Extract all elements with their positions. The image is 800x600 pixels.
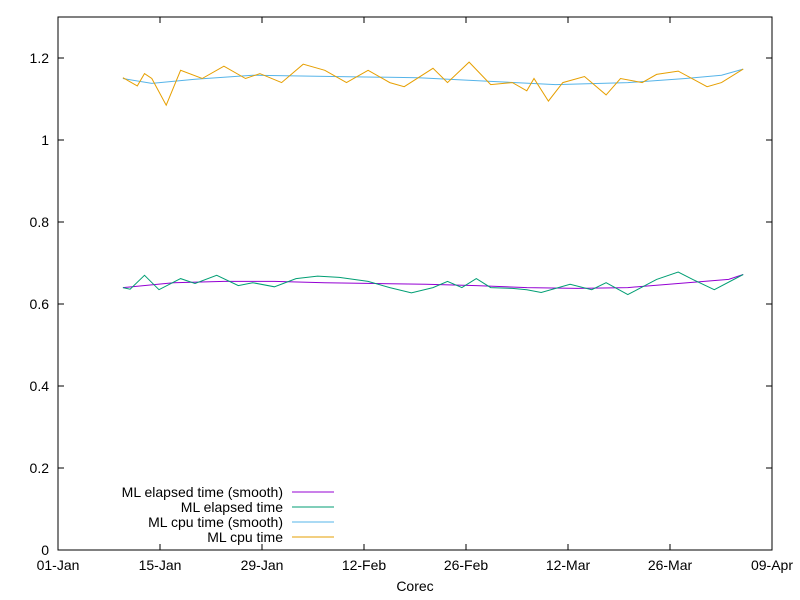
legend-label-ml-cpu-time: ML cpu time [207,529,283,545]
series-line-ml-elapsed-time-smooth [122,274,744,289]
legend: ML elapsed time (smooth)ML elapsed timeM… [122,484,334,545]
x-tick-label: 26-Mar [648,557,693,573]
x-tick-label: 01-Jan [37,557,80,573]
x-tick-label: 12-Mar [546,557,591,573]
ticks-layer: 01-Jan 15-Jan 29-Jan 12-Feb 26-Feb 12-Mar 26-M… [30,17,793,573]
x-tick-label: 12-Feb [342,557,387,573]
legend-label-ml-elapsed-time-smooth: ML elapsed time (smooth) [122,484,283,500]
x-tick-label: 09-Apr [751,557,793,573]
series-line-ml-cpu-time [122,61,744,107]
series-layer [122,61,744,296]
legend-label-ml-elapsed-time: ML elapsed time [181,499,283,515]
x-tick-label: 29-Jan [241,557,284,573]
y-tick-label: 0 [41,542,49,558]
x-tick-label: 26-Feb [444,557,489,573]
y-tick-label: 1 [41,132,49,148]
y-tick-label: 1.2 [30,50,50,66]
y-tick-label: 0.4 [30,378,50,394]
y-tick-label: 0.6 [30,296,50,312]
x-tick-label: 15-Jan [139,557,182,573]
plot-frame [57,16,773,551]
x-axis-title: Corec [396,578,433,594]
legend-label-ml-cpu-time-smooth: ML cpu time (smooth) [148,514,283,530]
y-tick-label: 0.2 [30,460,50,476]
y-tick-label: 0.8 [30,214,50,230]
series-line-ml-elapsed-time [122,271,744,296]
